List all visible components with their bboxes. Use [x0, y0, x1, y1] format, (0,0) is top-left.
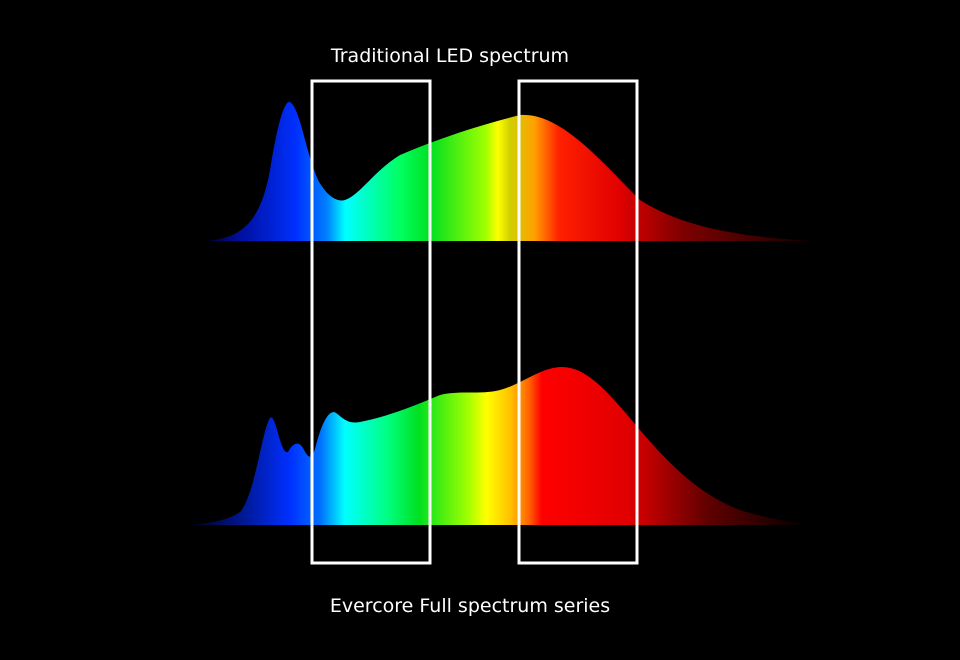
traditional-spectrum [205, 101, 815, 241]
highlight-box-cyan [310, 79, 432, 565]
bottom-caption: Evercore Full spectrum series [330, 595, 610, 617]
evercore-spectrum [185, 366, 800, 525]
top-title: Traditional LED spectrum [330, 45, 569, 67]
highlight-box-red [517, 79, 639, 565]
